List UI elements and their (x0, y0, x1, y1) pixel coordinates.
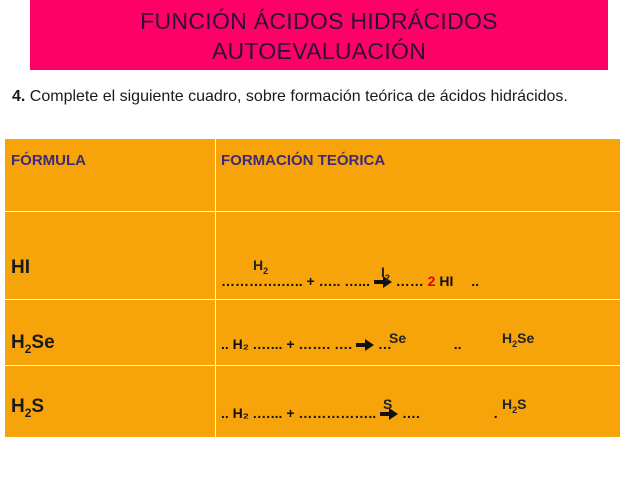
right-arrow-icon (373, 276, 392, 289)
answer-reactant-1: H2 (253, 257, 269, 276)
formula-hi: HI (11, 257, 30, 278)
question-number: 4. (12, 88, 26, 105)
answer-reactant-2: Se (389, 330, 407, 346)
formation-equation-h2s: .. H₂ .…... + …………….. …. . S H2S (221, 396, 527, 421)
product: HI (439, 273, 454, 289)
question-text: Complete el siguiente cuadro, sobre form… (25, 88, 568, 105)
right-arrow-icon (355, 339, 374, 352)
formula-h2s: H2S (11, 396, 45, 420)
coefficient: 2 (427, 273, 436, 289)
formula-h2se: H2Se (11, 332, 55, 356)
formation-table: FÓRMULA FORMACIÓN TEÓRICA HI ………….….. + … (5, 139, 620, 437)
formation-equation-hi: ………….….. + ….. …... …… 2 HI .. H2 I2 (221, 257, 479, 289)
header-formula: FÓRMULA (11, 152, 86, 169)
answer-reactant-2: S (383, 396, 393, 412)
row-divider (5, 211, 620, 212)
formation-equation-h2se: .. H₂ .…... + ……. …. … .. Se H2Se (221, 330, 535, 352)
answer-reactant-2: I2 (381, 264, 390, 283)
title-line-2: AUTOEVALUACIÓN (211, 38, 427, 64)
column-divider (215, 139, 216, 437)
answer-product: H2S (502, 396, 527, 415)
title-line-1: FUNCIÓN ÁCIDOS HIDRÁCIDOS (140, 8, 498, 34)
row-divider (5, 299, 620, 300)
row-divider (5, 365, 620, 366)
right-arrow-icon (380, 408, 399, 421)
header-formation: FORMACIÓN TEÓRICA (221, 152, 386, 169)
title-banner: FUNCIÓN ÁCIDOS HIDRÁCIDOS AUTOEVALUACIÓN (30, 0, 608, 70)
instruction-text: 4. Complete el siguiente cuadro, sobre f… (12, 86, 572, 108)
answer-product: H2Se (502, 330, 535, 349)
